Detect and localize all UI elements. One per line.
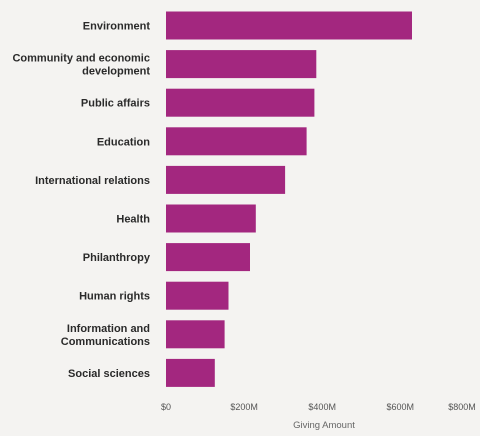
category-labels: Environment Community and economic develop… [12,21,150,380]
bar-social-sciences [166,358,215,387]
x-tick-label: $800M [448,402,476,412]
category-label-philanthropy: Philanthropy [83,252,151,264]
bar-international-relations [166,165,286,194]
bar-environment [166,11,412,40]
bar-public-affairs [166,88,315,117]
bar-community-and-economic-development [166,50,317,79]
bar-health [166,204,256,233]
category-label-community-and-economic-development: Community and economic development [12,53,150,78]
x-tick-label: $600M [387,402,415,412]
x-tick-labels: $0 $200M $400M $600M $800M [161,402,476,412]
x-tick-label: $0 [161,402,171,412]
category-label-public-affairs: Public affairs [81,98,150,110]
category-label-information-and-communications: Information and Communications [61,323,150,348]
x-tick-label: $400M [308,402,336,412]
bar-education [166,127,307,156]
category-label-education: Education [97,136,150,148]
x-axis-title: Giving Amount [293,420,355,431]
bar-information-and-communications [166,320,225,349]
category-label-human-rights: Human rights [79,291,150,303]
category-label-social-sciences: Social sciences [68,368,150,380]
category-label-international-relations: International relations [35,175,150,187]
category-label-health: Health [116,214,150,226]
bars-group [166,11,412,387]
x-tick-label: $200M [230,402,258,412]
bar-philanthropy [166,243,250,272]
category-label-environment: Environment [83,21,151,33]
bar-human-rights [166,281,229,310]
